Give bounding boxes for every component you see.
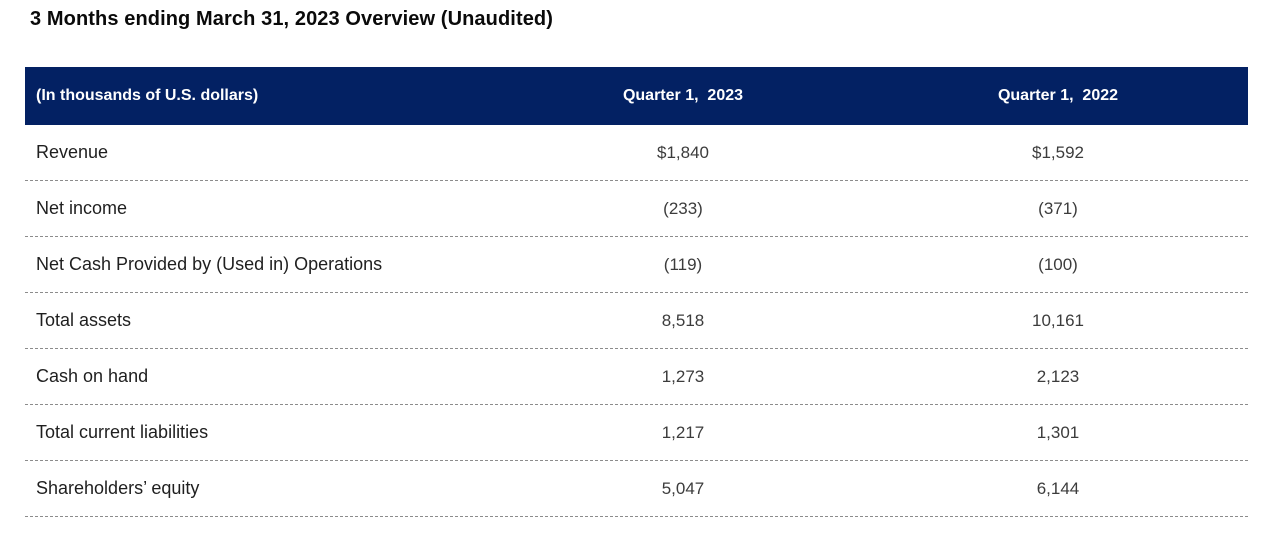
row-value-q1-2022: $1,592 <box>1032 142 1084 162</box>
page-title: 3 Months ending March 31, 2023 Overview … <box>30 8 553 30</box>
row-label: Revenue <box>36 142 109 162</box>
row-value-q1-2022: 2,123 <box>1036 366 1080 386</box>
table-row-total-assets: Total assets 8,518 10,161 <box>25 293 1248 349</box>
row-value-q1-2022: 6,144 <box>1036 478 1080 498</box>
row-label: Cash on hand <box>36 366 149 386</box>
table-row-net-cash-operations: Net Cash Provided by (Used in) Operation… <box>25 237 1248 293</box>
row-value-q1-2023: 5,047 <box>661 478 705 498</box>
column-header-q1-2022: Quarter 1, 2022 <box>997 87 1119 104</box>
table-row-shareholders-equity: Shareholders’ equity 5,047 6,144 <box>25 461 1248 517</box>
row-value-q1-2023: (119) <box>663 254 703 274</box>
table-row-total-current-liabilities: Total current liabilities 1,217 1,301 <box>25 405 1248 461</box>
column-header-q1-2023: Quarter 1, 2023 <box>622 87 744 104</box>
row-label: Total assets <box>36 310 132 330</box>
table-row-net-income: Net income (233) (371) <box>25 181 1248 237</box>
financial-overview-table: (In thousands of U.S. dollars) Quarter 1… <box>25 67 1248 517</box>
row-value-q1-2023: 1,273 <box>661 366 705 386</box>
row-label: Net income <box>36 198 128 218</box>
table-header-row: (In thousands of U.S. dollars) Quarter 1… <box>25 67 1248 125</box>
row-label: Shareholders’ equity <box>36 478 200 498</box>
row-value-q1-2023: 8,518 <box>661 310 705 330</box>
row-label: Net Cash Provided by (Used in) Operation… <box>36 254 383 274</box>
row-value-q1-2022: 10,161 <box>1032 310 1084 330</box>
column-header-units: (In thousands of U.S. dollars) <box>36 87 259 104</box>
row-value-q1-2022: (100) <box>1038 254 1078 274</box>
row-value-q1-2022: 1,301 <box>1036 422 1080 442</box>
row-value-q1-2023: (233) <box>663 198 703 218</box>
row-value-q1-2023: 1,217 <box>661 422 705 442</box>
row-value-q1-2022: (371) <box>1038 198 1078 218</box>
row-value-q1-2023: $1,840 <box>657 142 709 162</box>
table-row-revenue: Revenue $1,840 $1,592 <box>25 125 1248 181</box>
table-row-cash-on-hand: Cash on hand 1,273 2,123 <box>25 349 1248 405</box>
row-label: Total current liabilities <box>36 422 209 442</box>
